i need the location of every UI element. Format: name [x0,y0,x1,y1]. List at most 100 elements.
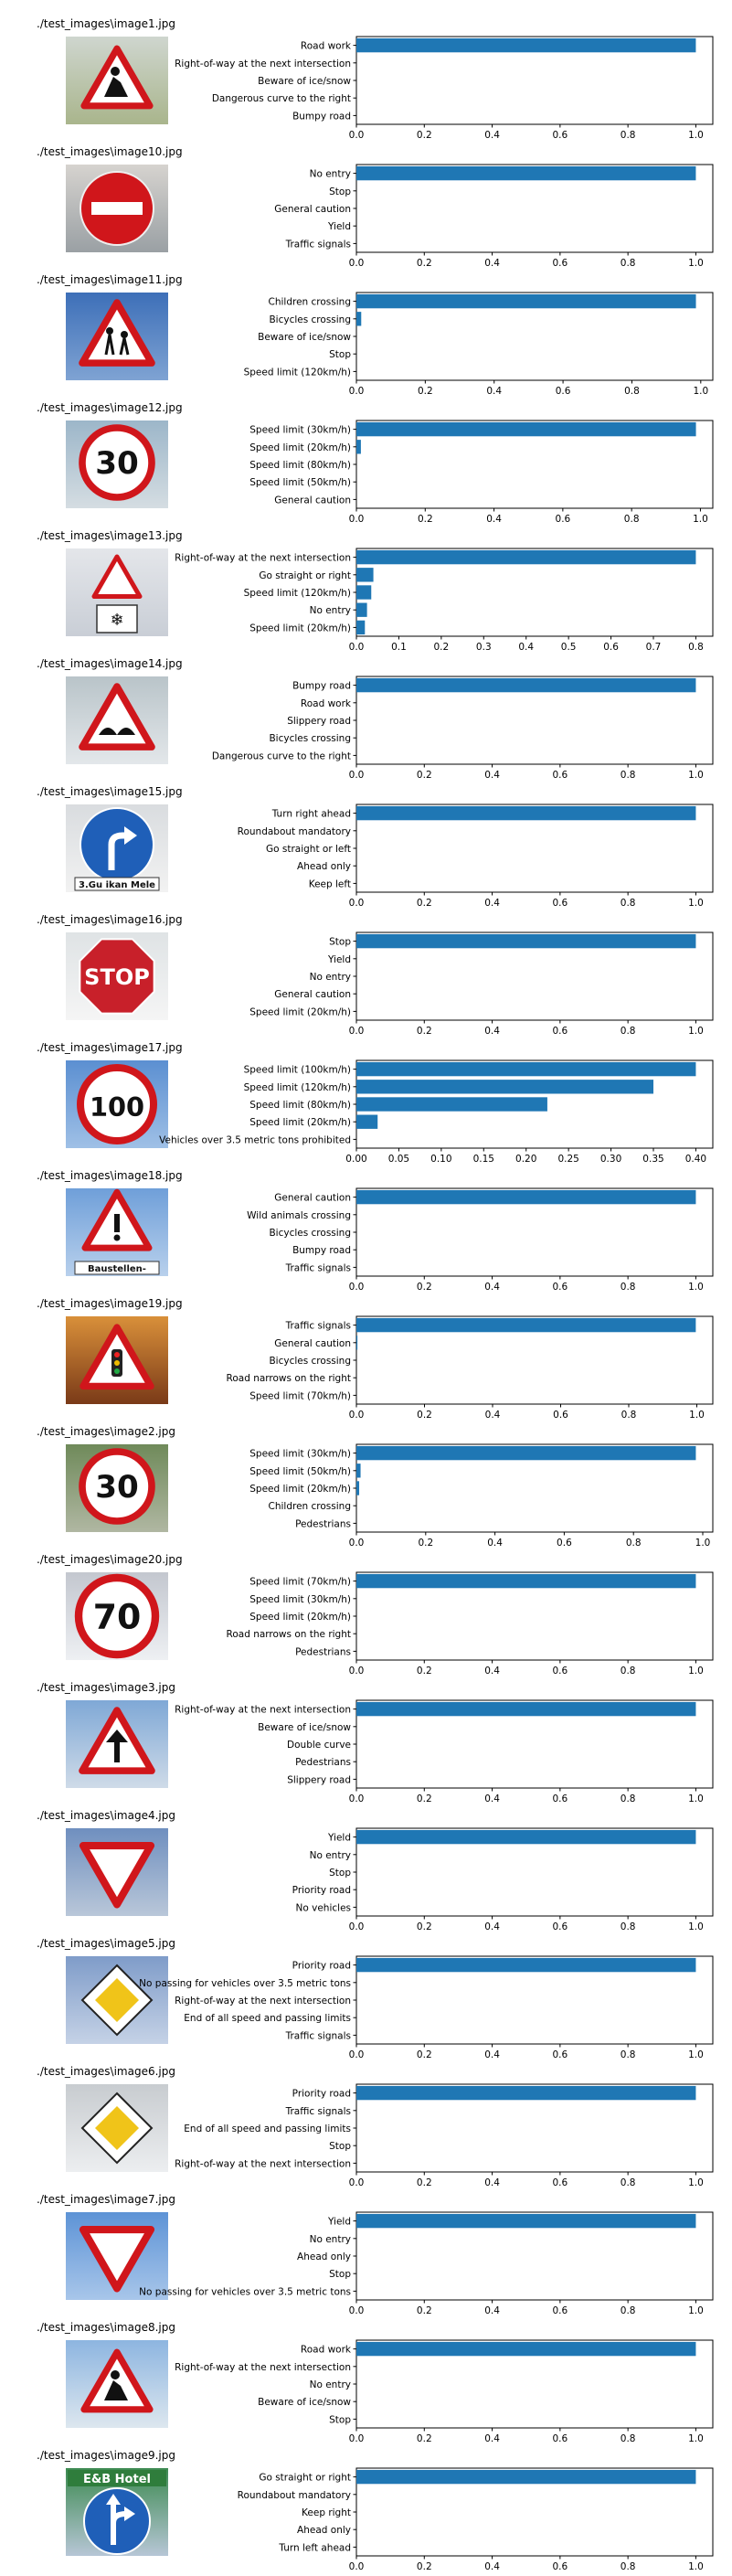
amber-light-glyph [114,1360,120,1366]
category-label: Go straight or right [259,2473,351,2484]
category-label: End of all speed and passing limits [184,2124,351,2134]
category-label: Speed limit (50km/h) [249,477,351,488]
category-label: Priority road [292,1961,351,1972]
x-tick-label: 0.40 [685,1154,706,1165]
x-tick-label: 0.2 [417,130,432,141]
category-label: Yield [327,2217,351,2228]
image-title: ./test_images\image14.jpg [37,657,183,670]
image-title: ./test_images\image9.jpg [37,2449,175,2462]
probability-bar [356,549,696,565]
category-label: Bicycles crossing [269,733,351,744]
prediction-panel: ./test_images\image2.jpg 30 Speed limit (3… [37,1425,714,1549]
yield-triangle [79,1841,155,1909]
category-label: Speed limit (20km/h) [249,1612,351,1623]
x-tick-label: 0.4 [484,2433,500,2444]
x-tick-label: 0.2 [417,1410,432,1421]
right-of-way-sign-icon [66,1700,168,1788]
x-tick-label: 0.0 [349,2049,365,2060]
category-label: Turn left ahead [278,2542,351,2553]
no-entry-bar [91,202,143,215]
warning-triangle [79,299,155,367]
x-tick-label: 0.2 [418,514,433,525]
category-label: Pedestrians [295,1757,351,1768]
x-tick-label: 0.6 [553,1666,568,1677]
x-tick-label: 0.2 [417,770,432,781]
prediction-panel: ./test_images\image7.jpg Yield No entry Ahe… [37,2193,714,2316]
sign-plate-text: Baustellen- [88,1264,146,1274]
category-label: Roundabout mandatory [238,826,351,837]
x-tick-label: 0.10 [430,1154,451,1165]
image-title: ./test_images\image6.jpg [37,2065,175,2078]
category-label: Stop [329,2141,351,2152]
category-label: Traffic signals [285,2030,351,2041]
category-label: Speed limit (120km/h) [244,588,351,599]
x-tick-label: 0.6 [553,1026,568,1037]
image-title: ./test_images\image8.jpg [37,2321,175,2334]
arrowhead-glyph [124,826,137,845]
probability-bar [356,312,362,326]
x-tick-label: 0.6 [553,1921,568,1932]
arrowhead-right-glyph [124,2507,135,2521]
x-tick-label: 1.0 [693,514,708,525]
bumpy-road-sign-icon [66,676,168,764]
worker-glyph [104,77,128,97]
probability-bar [356,1114,378,1129]
category-label: Bumpy road [292,681,351,692]
x-tick-label: 0.30 [600,1154,621,1165]
image-title: ./test_images\image19.jpg [37,1297,183,1310]
x-tick-label: 0.1 [391,642,407,653]
x-tick-label: 0.0 [349,1410,365,1421]
hotel-banner [68,2470,166,2486]
x-tick-label: 0.2 [417,2305,432,2316]
category-label: No entry [310,2379,351,2390]
x-tick-label: 0.8 [621,1026,636,1037]
image-title: ./test_images\image13.jpg [37,529,183,542]
prediction-panel: ./test_images\image1.jpg Road work Right-o… [37,17,714,141]
category-label: Right-of-way at the next intersection [175,1996,351,2007]
road-work-sign-icon [66,37,168,124]
snow-plate [96,604,138,633]
probability-bar [356,2085,696,2101]
category-label: No entry [310,1850,351,1861]
x-tick-label: 0.4 [484,2177,500,2188]
speed-limit-70-sign-icon: 70 [66,1572,168,1660]
category-label: Bumpy road [292,1245,351,1256]
snowflake-glyph: ❄ [110,611,123,630]
priority-road-sign-icon [66,1956,168,2044]
category-label: Speed limit (50km/h) [249,1466,351,1477]
x-tick-label: 0.4 [486,514,502,525]
speed-limit-100-sign-icon: 100 [66,1060,168,1148]
probability-bar [356,2213,696,2229]
x-tick-label: 0.6 [553,898,568,909]
category-label: General caution [274,1338,351,1349]
category-label: Road work [301,41,352,52]
probability-bar [356,602,367,617]
turn-right-ahead-sign-icon: 3.Gu ikan Mele [66,804,168,892]
exclamation-dot-glyph [113,1234,121,1241]
x-tick-label: 0.6 [553,2177,568,2188]
probability-bar [356,2341,696,2357]
probability-bar [356,1481,360,1496]
category-label: Traffic signals [285,2106,351,2117]
x-tick-label: 0.0 [349,1026,365,1037]
category-label: No passing for vehicles over 3.5 metric … [139,1978,351,1989]
x-tick-label: 0.6 [603,642,619,653]
x-tick-label: 1.0 [688,258,704,269]
x-tick-label: 0.0 [349,1538,365,1549]
x-tick-label: 0.8 [621,2177,636,2188]
probability-bar [356,1957,696,1973]
prediction-panel: ./test_images\image19.jpg Traffic signals… [37,1297,714,1421]
prediction-panel: ./test_images\image13.jpg ❄ Right-of-way a… [37,529,714,653]
x-tick-label: 0.0 [349,130,365,141]
x-tick-label: 1.0 [688,1282,704,1293]
prediction-panel: ./test_images\image11.jpg Children crossi… [37,273,714,397]
category-label: Road work [301,698,352,709]
category-label: Children crossing [269,297,352,308]
category-label: Go straight or right [259,570,351,581]
x-tick-label: 0.2 [417,258,432,269]
stop-octagon [79,938,155,1015]
x-tick-label: 0.2 [418,1538,433,1549]
x-tick-label: 0.2 [417,2049,432,2060]
image-title: ./test_images\image2.jpg [37,1425,175,1438]
right-of-way-snow-sign-icon: ❄ [66,548,168,636]
